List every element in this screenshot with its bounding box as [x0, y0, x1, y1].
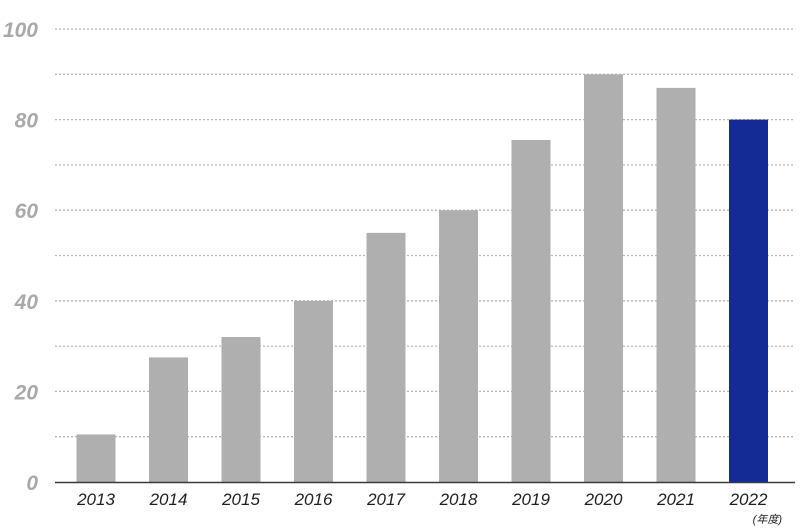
x-axis-tick-labels: 2013 2014 2015 2016 2017 2018 2019 2020 2021 2022: [76, 490, 768, 509]
x-axis-unit-label: (年度): [753, 513, 783, 526]
y-tick-label: 40: [14, 291, 39, 314]
y-tick-label: 60: [15, 200, 39, 223]
bar-2022: [729, 119, 768, 482]
x-tick-label: 2017: [366, 490, 405, 509]
bar-2018: [439, 210, 478, 482]
x-tick-label: 2020: [584, 490, 623, 509]
x-tick-label: 2019: [511, 490, 550, 509]
bar-2014: [149, 357, 188, 482]
x-tick-label: 2014: [149, 490, 188, 509]
x-tick-label: 2013: [76, 490, 115, 509]
bar-2021: [656, 87, 696, 482]
y-tick-label: 0: [26, 472, 38, 495]
x-tick-label: 2015: [221, 490, 260, 509]
bar-2016: [294, 300, 333, 482]
y-tick-label: 100: [3, 19, 38, 42]
x-tick-label: 2022: [729, 490, 768, 509]
y-tick-label: 20: [14, 381, 39, 404]
bar-2020: [584, 74, 623, 483]
bar-2015: [221, 337, 261, 482]
y-tick-label: 80: [15, 110, 39, 133]
x-tick-label: 2018: [439, 490, 478, 509]
y-axis-tick-labels: 0 20 40 60 80 100: [3, 19, 38, 495]
bars: [76, 74, 768, 483]
x-tick-label: 2016: [294, 490, 333, 509]
bar-2013: [76, 434, 116, 482]
bar-2017: [366, 232, 406, 482]
x-tick-label: 2021: [656, 490, 695, 509]
bar-2019: [511, 139, 551, 483]
